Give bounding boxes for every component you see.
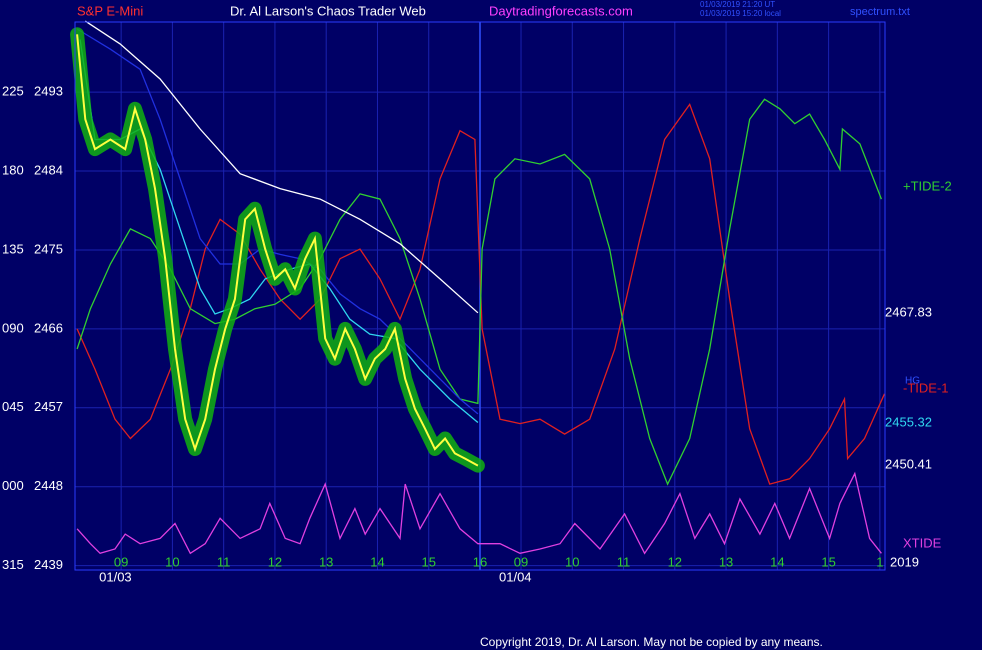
y-angle-label: 135 [2, 241, 24, 256]
date-label: 01/04 [499, 569, 532, 584]
plot-border [74, 21, 886, 571]
grid [75, 22, 885, 570]
y-angle-label: 225 [2, 84, 24, 99]
y-tick-label: 2493 [34, 84, 63, 99]
x-tick-label: 12 [668, 554, 682, 569]
x-tick-label: 1 [876, 554, 883, 569]
y-angle-label: 090 [2, 320, 24, 335]
legend-tide-1: -TIDE-1 [903, 380, 949, 395]
tide-line [76, 471, 882, 555]
x-tick-label: 14 [770, 554, 784, 569]
x-tick-label: 11 [617, 554, 631, 569]
y-angle-label: 180 [2, 162, 24, 177]
y-tick-label: 2475 [34, 241, 63, 256]
x-tick-label: 16 [473, 554, 487, 569]
y-tick-label: 2448 [34, 478, 63, 493]
x-tick-label: 09 [114, 554, 128, 569]
time-local: 01/03/2019 15:20 local [700, 9, 781, 18]
x-tick-label: 13 [719, 554, 733, 569]
year-label: 2019 [890, 554, 919, 569]
copyright: Copyright 2019, Dr. Al Larson. May not b… [480, 635, 823, 649]
y-angle-label: 000 [2, 478, 24, 493]
x-tick-label: 09 [514, 554, 528, 569]
symbol: S&P E-Mini [77, 3, 143, 18]
series-line [84, 20, 479, 314]
cyan-end-label: 2455.32 [885, 414, 932, 429]
x-tick-label: 12 [268, 554, 282, 569]
price-end-label: 2450.41 [885, 456, 932, 471]
tide-line [76, 98, 883, 486]
tide-line [76, 103, 886, 485]
x-tick-label: 11 [217, 554, 231, 569]
file-name: spectrum.txt [850, 6, 910, 18]
annotation: HG [905, 376, 920, 387]
y-angle-label: 315 [2, 557, 24, 572]
site: Daytradingforecasts.com [489, 3, 633, 18]
series-line [76, 28, 479, 415]
y-tick-label: 2457 [34, 399, 63, 414]
x-tick-label: 10 [565, 554, 579, 569]
chart-title: Dr. Al Larson's Chaos Trader Web [230, 3, 426, 18]
series-layer [70, 20, 886, 555]
x-tick-label: 15 [821, 554, 835, 569]
date-label: 01/03 [99, 569, 132, 584]
x-tick-label: 15 [421, 554, 435, 569]
y-tick-label: 2439 [34, 557, 63, 572]
y-tick-label: 2466 [34, 320, 63, 335]
series-line [76, 34, 479, 467]
time-ut: 01/03/2019 21:20 UT [700, 0, 775, 9]
y-tick-label: 2484 [34, 162, 63, 177]
x-tick-label: 14 [370, 554, 384, 569]
legend-tide-2: +TIDE-2 [903, 178, 952, 193]
y-angle-label: 045 [2, 399, 24, 414]
white-end-label: 2467.83 [885, 304, 932, 319]
x-tick-label: 13 [319, 554, 333, 569]
x-tick-label: 10 [165, 554, 179, 569]
legend-xtide: XTIDE [903, 535, 942, 550]
